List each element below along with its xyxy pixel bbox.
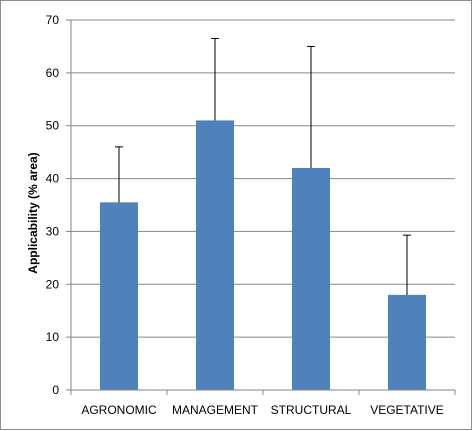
x-tick-label: AGRONOMIC xyxy=(81,403,157,417)
error-bars xyxy=(115,38,411,295)
y-tick-label: 60 xyxy=(46,66,60,80)
y-axis-title: Applicability (% area) xyxy=(26,152,40,273)
bars xyxy=(100,120,426,390)
bar-vegetative xyxy=(388,294,426,390)
bar-agronomic xyxy=(100,202,138,390)
y-tick-label: 0 xyxy=(52,383,59,397)
y-tick-label: 40 xyxy=(46,172,60,186)
y-tick-label: 30 xyxy=(46,224,60,238)
y-tick-label: 10 xyxy=(46,330,60,344)
x-tick-label: VEGETATIVE xyxy=(370,403,444,417)
axes xyxy=(66,19,456,395)
y-tick-label: 20 xyxy=(46,277,60,291)
y-tick-label: 70 xyxy=(46,13,60,27)
x-tick-label: MANAGEMENT xyxy=(172,403,259,417)
bar-structural xyxy=(292,168,330,390)
y-tick-label: 50 xyxy=(46,119,60,133)
bar-management xyxy=(196,120,234,390)
x-tick-label: STRUCTURAL xyxy=(271,403,352,417)
tick-labels: 0 10 20 30 40 50 60 70 AGRONOMIC MANAGEMENT STRUCT… xyxy=(46,13,444,417)
